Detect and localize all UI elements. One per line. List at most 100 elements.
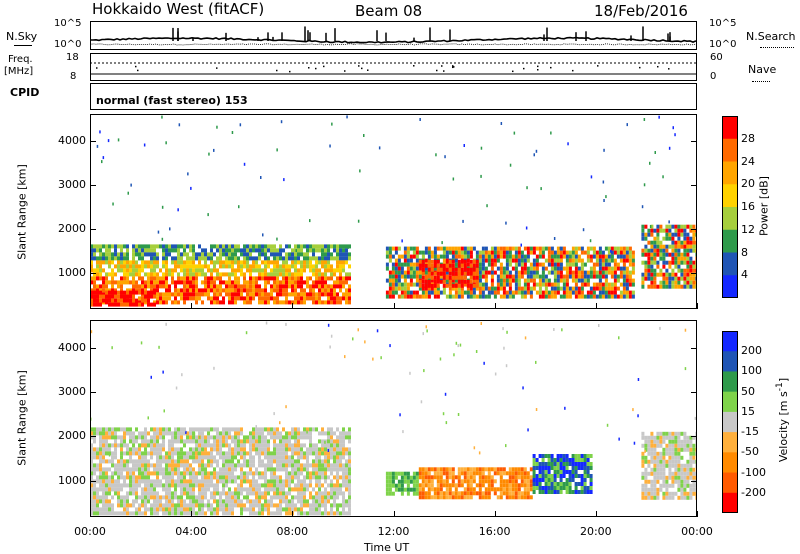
heat-cell bbox=[644, 232, 648, 237]
heat-cell bbox=[114, 288, 117, 293]
heat-cell bbox=[324, 284, 327, 289]
heat-cell bbox=[454, 262, 458, 267]
heat-cell bbox=[680, 439, 684, 444]
heat-cell bbox=[309, 471, 312, 476]
heat-cell bbox=[348, 467, 351, 472]
heat-cell bbox=[168, 284, 171, 289]
heat-cell bbox=[153, 288, 156, 293]
heat-cell bbox=[689, 248, 693, 253]
heat-cell bbox=[159, 300, 162, 305]
heat-cell bbox=[532, 266, 536, 271]
heat-cell bbox=[93, 491, 96, 496]
heat-cell bbox=[348, 256, 351, 261]
heat-cell bbox=[674, 272, 678, 277]
heat-cell bbox=[234, 276, 237, 281]
heat-cell bbox=[162, 264, 165, 269]
heat-cell bbox=[421, 483, 425, 488]
heat-cell bbox=[553, 290, 557, 295]
heat-cell bbox=[291, 276, 294, 281]
heat-cell bbox=[544, 278, 548, 283]
heat-cell bbox=[291, 499, 294, 504]
heat-cell bbox=[249, 463, 252, 468]
heat-cell bbox=[171, 292, 174, 297]
heat-cell bbox=[114, 298, 117, 303]
heat-cell bbox=[150, 495, 153, 500]
heat-cell bbox=[255, 439, 258, 444]
heat-cell bbox=[674, 479, 678, 484]
heat-cell bbox=[523, 471, 527, 476]
heat-cell bbox=[297, 272, 300, 277]
heat-cell bbox=[529, 266, 533, 271]
heat-cell bbox=[207, 459, 210, 464]
heat-cell bbox=[201, 511, 204, 516]
heat-cell bbox=[517, 274, 521, 279]
heat-cell bbox=[273, 284, 276, 289]
freq-dot bbox=[315, 67, 317, 70]
heat-cell bbox=[448, 282, 452, 287]
heat-cell bbox=[111, 276, 114, 281]
heat-cell bbox=[204, 272, 207, 277]
heat-cell bbox=[228, 280, 231, 285]
heat-cell bbox=[547, 490, 551, 494]
heat-cell bbox=[120, 256, 123, 261]
heat-cell bbox=[412, 479, 416, 484]
heat-cell bbox=[111, 280, 114, 285]
heat-cell bbox=[418, 266, 422, 271]
heat-cell bbox=[445, 275, 449, 280]
heat-cell bbox=[129, 483, 132, 488]
heat-cell bbox=[294, 451, 297, 456]
heat-cell bbox=[180, 276, 183, 281]
heat-cell bbox=[415, 258, 419, 263]
heat-cell bbox=[520, 250, 524, 255]
heat-cell bbox=[135, 487, 138, 492]
freq-dot bbox=[137, 69, 139, 72]
heat-cell bbox=[571, 462, 575, 466]
heat-cell bbox=[285, 288, 288, 293]
heat-cell bbox=[165, 479, 168, 484]
heat-cell bbox=[270, 459, 273, 464]
heat-cell bbox=[234, 284, 237, 289]
heat-cell bbox=[454, 246, 458, 251]
heat-cell bbox=[496, 258, 500, 263]
heat-cell bbox=[225, 503, 228, 508]
heat-cell bbox=[135, 248, 138, 253]
heat-cell bbox=[683, 272, 687, 277]
heat-cell bbox=[454, 250, 458, 255]
heat-cell bbox=[330, 471, 333, 476]
heat-cell bbox=[126, 463, 129, 468]
scatter-cell bbox=[561, 328, 563, 332]
heat-cell bbox=[683, 467, 687, 472]
heat-cell bbox=[668, 443, 672, 448]
heat-cell bbox=[342, 252, 345, 257]
heat-cell bbox=[457, 475, 461, 480]
heat-cell bbox=[653, 284, 657, 289]
heat-cell bbox=[222, 451, 225, 456]
heat-cell bbox=[90, 256, 93, 261]
heat-cell bbox=[102, 455, 105, 460]
heat-cell bbox=[526, 250, 530, 255]
heat-cell bbox=[147, 244, 150, 249]
heat-cell bbox=[183, 459, 186, 464]
heat-cell bbox=[177, 511, 180, 516]
heat-cell bbox=[553, 470, 557, 474]
heat-cell bbox=[457, 495, 461, 500]
heat-cell bbox=[574, 290, 578, 295]
heat-cell bbox=[96, 475, 99, 480]
scatter-cell bbox=[522, 386, 524, 390]
heat-cell bbox=[300, 280, 303, 285]
heat-cell bbox=[150, 451, 153, 456]
heat-cell bbox=[559, 490, 563, 494]
heat-cell bbox=[282, 272, 285, 277]
heat-cell bbox=[183, 463, 186, 468]
heat-cell bbox=[433, 294, 437, 299]
heat-cell bbox=[631, 258, 635, 263]
heat-cell bbox=[475, 286, 479, 291]
scatter-cell bbox=[357, 328, 359, 332]
heat-cell bbox=[264, 507, 267, 512]
heat-cell bbox=[460, 290, 464, 295]
heat-cell bbox=[339, 300, 342, 305]
heat-cell bbox=[571, 254, 575, 259]
heat-cell bbox=[460, 259, 464, 264]
heat-cell bbox=[589, 490, 593, 494]
heat-cell bbox=[571, 490, 575, 494]
